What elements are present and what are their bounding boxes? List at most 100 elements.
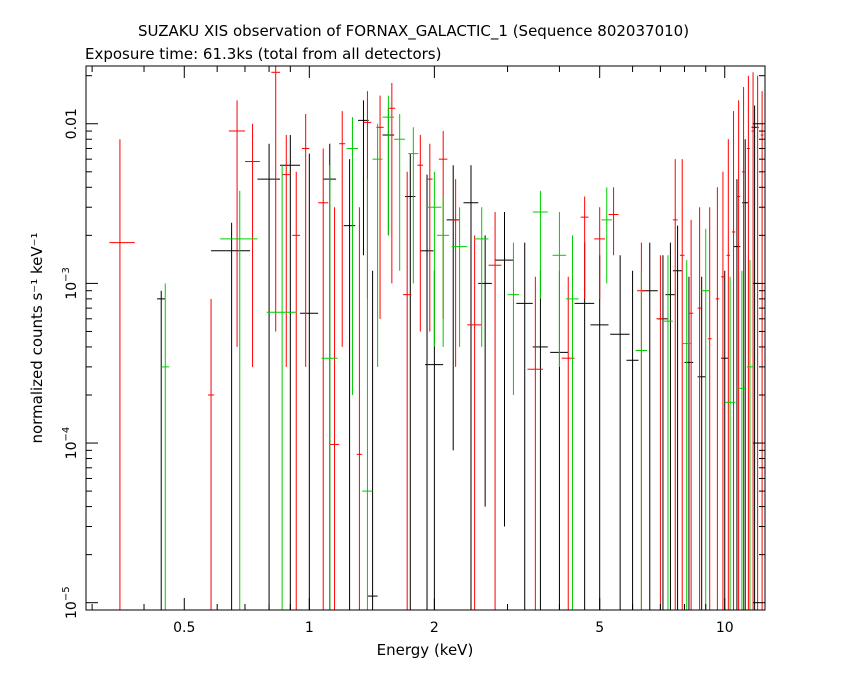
data-point — [672, 159, 678, 610]
data-point — [701, 228, 710, 610]
data-point — [707, 207, 712, 610]
x-tick-label: 0.5 — [173, 620, 195, 636]
data-point — [741, 139, 749, 610]
data-point — [408, 127, 419, 284]
data-point — [566, 235, 579, 610]
data-point — [372, 123, 383, 367]
data-point — [301, 114, 310, 367]
data-point — [738, 270, 746, 610]
series-1 — [109, 66, 764, 610]
data-point — [601, 187, 612, 284]
data-point — [437, 196, 450, 347]
data-point — [417, 135, 424, 332]
chart-title: SUZAKU XIS observation of FORNAX_GALACTI… — [138, 22, 690, 40]
data-point — [280, 135, 301, 610]
data-point — [641, 242, 658, 610]
data-point — [478, 235, 492, 507]
y-tick-label: 10−4 — [61, 427, 80, 460]
data-point — [257, 143, 281, 610]
y-axis-label: normalized counts s⁻¹ keV⁻¹ — [28, 232, 46, 443]
x-tick-label: 2 — [430, 620, 439, 636]
data-point — [697, 207, 702, 610]
x-tick-label: 10 — [716, 620, 734, 636]
data-point — [580, 196, 589, 299]
data-point — [427, 171, 442, 347]
data-point — [271, 66, 281, 332]
data-point — [346, 117, 359, 395]
data-point — [574, 242, 595, 610]
data-point — [688, 219, 694, 610]
data-point — [684, 276, 694, 610]
data-point — [356, 207, 363, 610]
data-point — [746, 75, 750, 610]
data-point — [527, 276, 543, 610]
y-tick-base: 10 — [64, 282, 80, 300]
x-tick-label: 5 — [595, 620, 604, 636]
data-point — [451, 179, 460, 367]
data-point — [228, 100, 245, 347]
data-point — [594, 207, 606, 299]
data-point — [109, 139, 135, 610]
data-point — [516, 242, 533, 610]
data-point — [266, 165, 297, 610]
data-point — [635, 270, 648, 610]
data-point — [318, 148, 329, 610]
data-point — [220, 190, 258, 610]
data-point — [715, 187, 720, 610]
data-point — [726, 139, 731, 610]
data-point — [610, 255, 630, 610]
data-point — [157, 290, 166, 610]
y-tick-exponent: −3 — [61, 267, 72, 282]
y-tick-label: 0.01 — [64, 108, 80, 139]
data-point — [532, 190, 548, 299]
data-point — [672, 225, 683, 610]
data-point — [731, 111, 736, 610]
data-point — [300, 153, 319, 610]
data-point — [507, 242, 520, 395]
data-point — [746, 260, 754, 610]
data-point — [427, 143, 433, 332]
data-point — [362, 179, 373, 610]
data-point — [590, 255, 609, 610]
series-2 — [161, 95, 754, 610]
data-point — [665, 242, 676, 610]
data-point — [724, 276, 736, 610]
data-point — [451, 207, 468, 347]
data-point — [321, 165, 338, 610]
x-tick-label: 1 — [305, 620, 314, 636]
data-point — [733, 179, 741, 610]
y-tick-exponent: −4 — [61, 427, 72, 442]
x-axis-label: Energy (keV) — [377, 641, 474, 659]
data-point — [682, 260, 692, 610]
data-point — [751, 72, 755, 610]
data-point — [207, 298, 215, 610]
data-point — [339, 111, 346, 347]
data-point — [736, 100, 741, 610]
data-point — [467, 235, 482, 610]
data-point — [626, 270, 639, 610]
data-point — [495, 212, 514, 527]
data-point — [367, 270, 378, 610]
data-point — [741, 86, 746, 610]
data-point — [402, 171, 412, 610]
data-point — [756, 75, 760, 610]
data-point — [394, 114, 406, 271]
series-layer — [109, 66, 764, 610]
data-point — [721, 171, 725, 610]
data-point — [679, 159, 685, 610]
y-tick-label: 10−3 — [61, 267, 80, 300]
data-point — [244, 123, 260, 367]
data-point — [552, 212, 567, 367]
y-tick-label: 10−5 — [61, 586, 80, 619]
data-point — [446, 165, 460, 451]
data-point — [697, 276, 706, 610]
data-point — [662, 255, 673, 610]
y-tick-base: 10 — [64, 442, 80, 460]
data-point — [292, 171, 301, 610]
data-point — [488, 212, 502, 610]
chart-subtitle: Exposure time: 61.3ks (total from all de… — [85, 45, 442, 63]
data-point — [474, 207, 489, 347]
data-point — [329, 207, 340, 610]
